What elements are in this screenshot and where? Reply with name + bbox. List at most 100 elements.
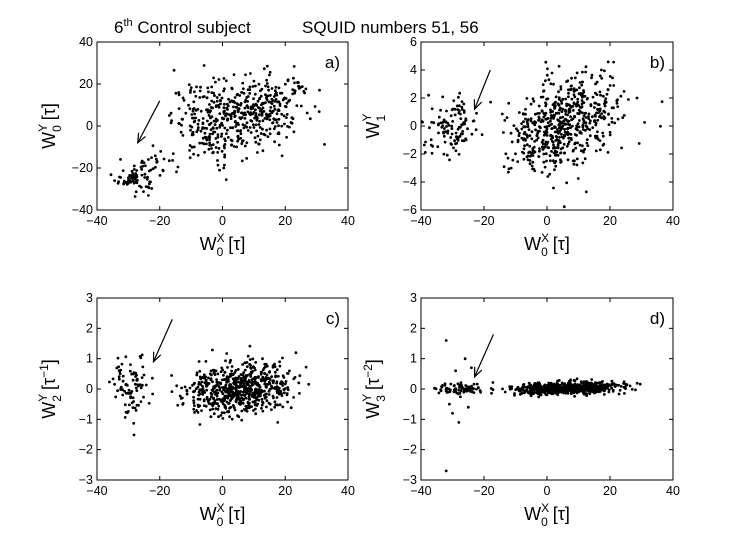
data-point bbox=[135, 378, 139, 382]
data-point bbox=[143, 172, 147, 176]
data-point bbox=[134, 382, 137, 386]
data-point bbox=[619, 385, 623, 388]
data-point bbox=[223, 87, 226, 91]
data-point bbox=[201, 387, 205, 390]
data-point bbox=[570, 76, 573, 80]
y-tick-label: −2 bbox=[79, 443, 93, 457]
data-point bbox=[584, 111, 587, 115]
data-point bbox=[202, 64, 206, 67]
data-point bbox=[243, 124, 247, 128]
data-point bbox=[261, 368, 265, 372]
data-point bbox=[225, 375, 229, 379]
panel-label: a) bbox=[325, 53, 340, 72]
data-point bbox=[129, 363, 132, 366]
data-point bbox=[520, 122, 523, 125]
x-label-base: W bbox=[200, 234, 217, 254]
data-point bbox=[553, 102, 556, 105]
x-tick-label: 20 bbox=[603, 484, 617, 498]
data-point bbox=[313, 105, 317, 108]
data-point bbox=[556, 138, 559, 142]
data-point bbox=[504, 152, 508, 156]
data-point bbox=[132, 372, 135, 376]
data-point bbox=[261, 390, 265, 393]
data-point bbox=[241, 139, 244, 143]
data-point bbox=[554, 391, 558, 395]
data-point bbox=[198, 397, 202, 401]
data-point bbox=[259, 94, 263, 98]
data-point bbox=[569, 126, 572, 130]
data-point bbox=[555, 385, 559, 389]
data-point bbox=[208, 136, 212, 139]
data-point bbox=[576, 112, 579, 115]
data-point bbox=[587, 112, 591, 116]
data-point bbox=[607, 123, 611, 126]
data-point bbox=[462, 102, 466, 106]
data-point bbox=[584, 190, 588, 194]
x-label-sub: 0 bbox=[217, 245, 224, 259]
data-point bbox=[518, 131, 521, 135]
data-point bbox=[159, 150, 163, 153]
data-point bbox=[259, 372, 263, 376]
data-point bbox=[239, 390, 243, 393]
data-point bbox=[602, 393, 606, 396]
data-point bbox=[530, 130, 534, 134]
data-point bbox=[245, 406, 249, 410]
data-point bbox=[457, 152, 461, 156]
y-axis-label: WY3 [τ−2] bbox=[360, 359, 388, 419]
data-point bbox=[570, 97, 574, 101]
data-point bbox=[605, 92, 609, 96]
data-point bbox=[530, 137, 534, 141]
data-point bbox=[573, 95, 577, 99]
data-point bbox=[234, 125, 238, 128]
data-point bbox=[142, 161, 146, 165]
x-tick-label: −20 bbox=[473, 214, 494, 228]
data-point bbox=[289, 406, 293, 410]
data-point bbox=[261, 357, 264, 361]
data-point bbox=[544, 143, 547, 146]
data-point bbox=[249, 107, 253, 111]
data-point bbox=[202, 142, 206, 146]
data-point bbox=[551, 159, 555, 163]
data-point bbox=[593, 119, 597, 123]
data-point bbox=[273, 125, 277, 128]
data-point bbox=[222, 388, 226, 392]
data-point bbox=[563, 122, 567, 126]
data-point bbox=[239, 129, 243, 132]
data-point bbox=[533, 140, 536, 143]
data-point bbox=[272, 117, 276, 121]
data-point bbox=[222, 397, 225, 400]
data-point bbox=[564, 391, 568, 395]
title-squid-text: SQUID numbers 51, 56 bbox=[302, 18, 479, 37]
y-axis-label: WY0 [τ] bbox=[36, 103, 64, 149]
data-point bbox=[288, 98, 292, 102]
data-point bbox=[192, 107, 196, 110]
data-point bbox=[478, 389, 482, 392]
data-point bbox=[140, 376, 144, 379]
data-point bbox=[274, 85, 278, 89]
data-point bbox=[620, 146, 623, 150]
data-point bbox=[267, 380, 271, 384]
data-point bbox=[121, 379, 125, 383]
data-point bbox=[581, 144, 584, 148]
data-point bbox=[224, 407, 228, 410]
data-point bbox=[188, 124, 192, 128]
data-point bbox=[205, 138, 209, 142]
data-point bbox=[459, 389, 463, 393]
data-point bbox=[290, 116, 294, 119]
data-point bbox=[452, 99, 456, 103]
data-point bbox=[281, 384, 285, 387]
annotation-arrowhead bbox=[137, 132, 146, 145]
data-point bbox=[265, 364, 269, 368]
data-point bbox=[461, 130, 465, 133]
data-point bbox=[210, 85, 214, 89]
data-point bbox=[540, 387, 543, 391]
y-tick-label: 3 bbox=[86, 291, 93, 305]
data-point bbox=[516, 140, 520, 144]
y-tick-label: 1 bbox=[410, 352, 417, 366]
data-point bbox=[520, 136, 524, 140]
data-point bbox=[296, 80, 300, 84]
data-point bbox=[133, 177, 137, 181]
data-point bbox=[544, 79, 547, 83]
data-point bbox=[538, 129, 541, 133]
